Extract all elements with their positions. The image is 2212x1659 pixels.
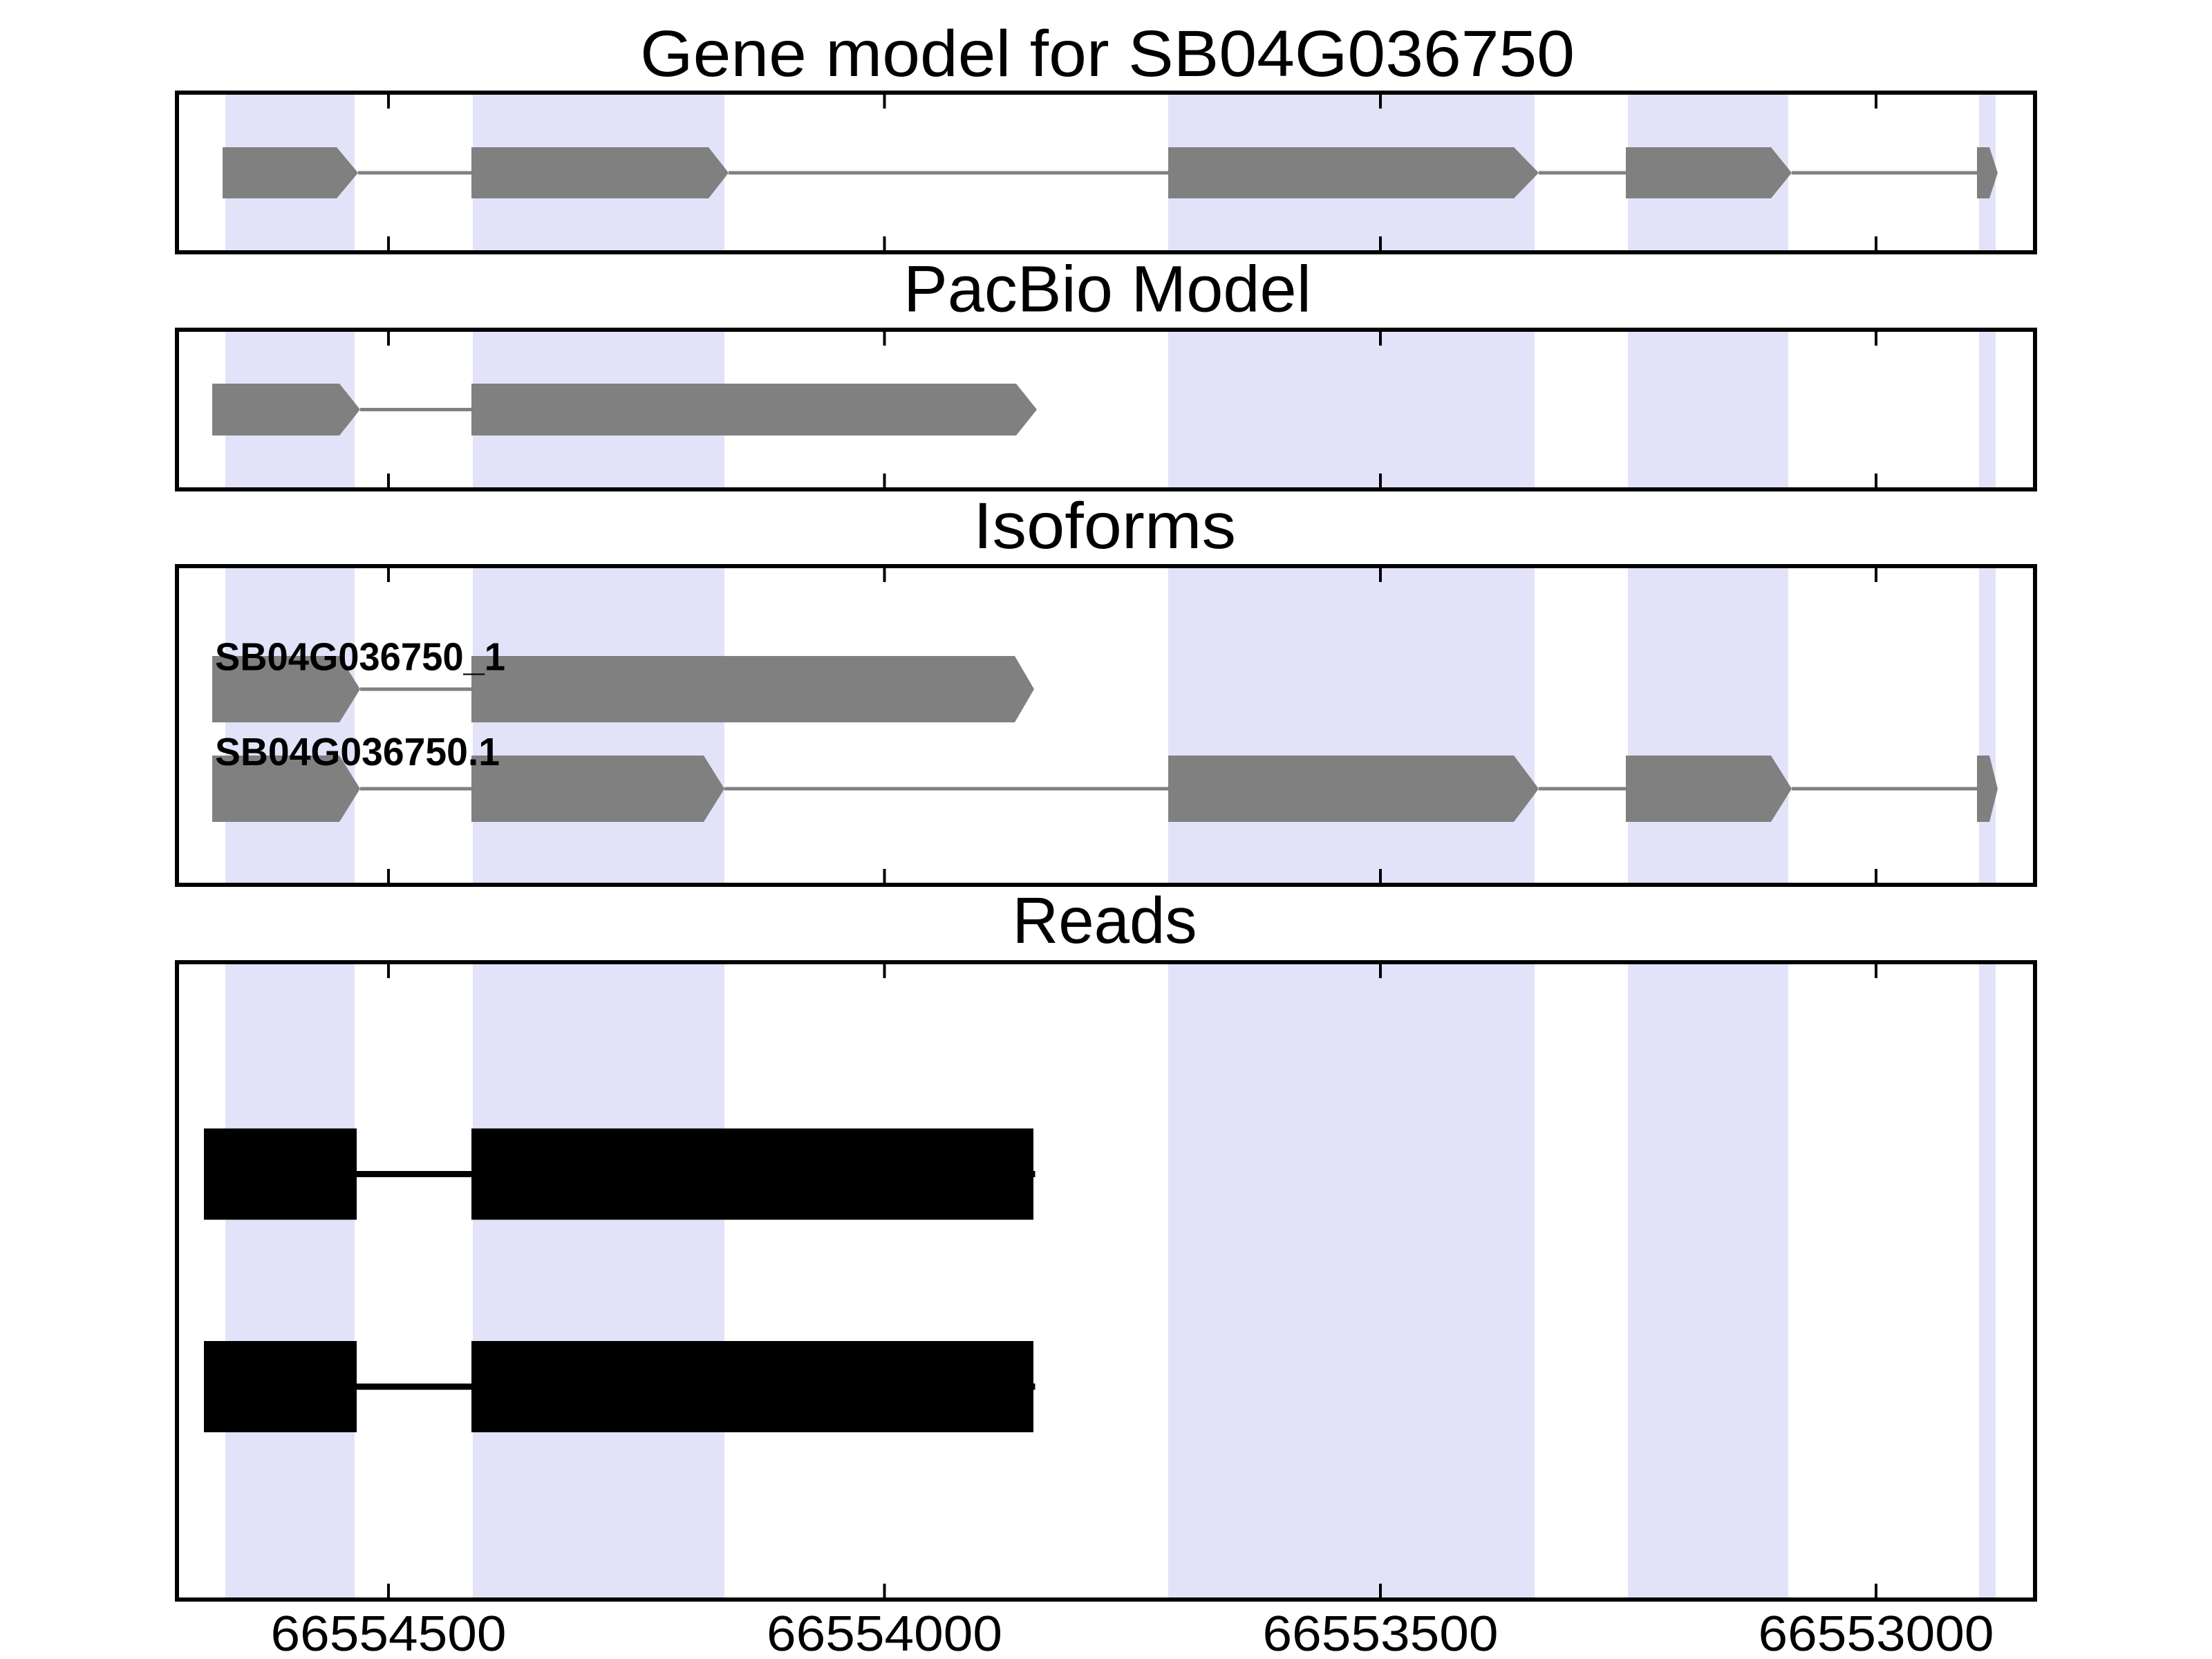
svg-text:Gene model for SB04G036750: Gene model for SB04G036750 — [640, 17, 1575, 91]
svg-text:66554000: 66554000 — [767, 1606, 1002, 1659]
svg-text:SB04G036750.1: SB04G036750.1 — [215, 730, 500, 774]
svg-text:66553500: 66553500 — [1263, 1606, 1499, 1659]
svg-text:PacBio Model: PacBio Model — [903, 253, 1311, 326]
svg-text:Isoforms: Isoforms — [973, 489, 1236, 563]
svg-text:SB04G036750_1: SB04G036750_1 — [215, 635, 505, 679]
svg-text:Reads: Reads — [1013, 884, 1197, 957]
svg-text:66553000: 66553000 — [1759, 1606, 1994, 1659]
svg-text:66554500: 66554500 — [271, 1606, 507, 1659]
